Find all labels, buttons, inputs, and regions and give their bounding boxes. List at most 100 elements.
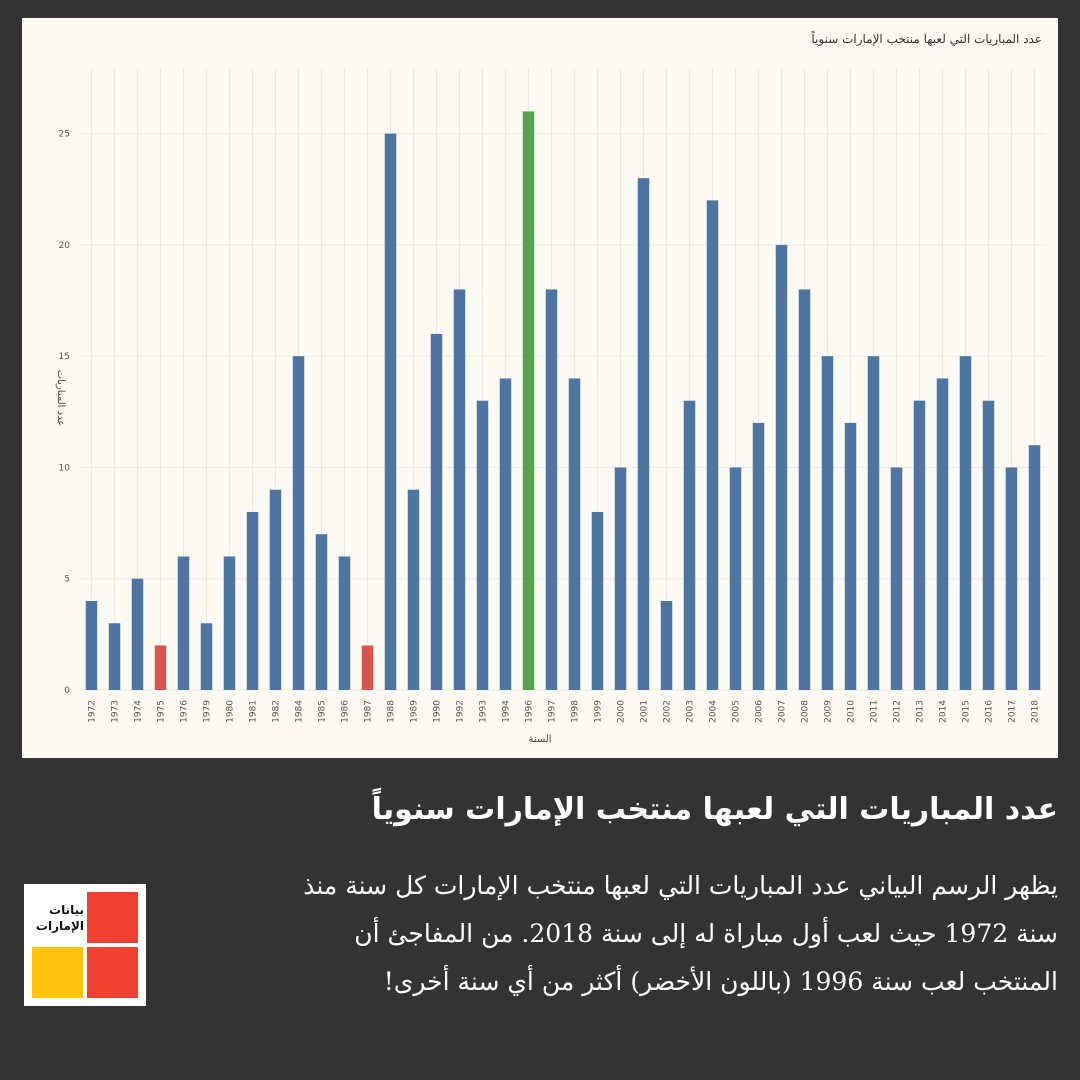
x-tick-label: 1972 (88, 700, 98, 723)
x-tick-label: 2018 (1031, 700, 1041, 723)
x-tick-label: 1981 (249, 700, 259, 723)
x-tick-label: 1993 (479, 700, 489, 723)
y-tick-label: 15 (59, 352, 70, 362)
x-tick-label: 2010 (847, 700, 857, 723)
bar-1979 (200, 623, 213, 690)
bar-1976 (177, 556, 190, 690)
bar-2004 (706, 200, 719, 690)
x-tick-label: 1974 (134, 700, 144, 723)
bar-1988 (384, 133, 397, 690)
x-tick-label: 2012 (893, 700, 903, 723)
x-tick-label: 1992 (456, 700, 466, 723)
x-tick-label: 2003 (686, 700, 696, 723)
bar-2017 (1005, 467, 1018, 690)
x-tick-label: 2007 (778, 700, 788, 723)
bar-2000 (614, 467, 627, 690)
logo-square-bottom-right (87, 947, 138, 998)
x-tick-label: 1994 (502, 700, 512, 723)
bar-1985 (315, 534, 328, 690)
bar-1973 (108, 623, 121, 690)
x-tick-label: 1997 (548, 700, 558, 723)
x-tick-label: 2017 (1008, 700, 1018, 723)
x-tick-label: 1979 (203, 700, 213, 723)
chart-title: عدد المباريات التي لعبها منتخب الإمارات … (811, 32, 1042, 46)
bar-2013 (913, 400, 926, 690)
x-tick-label: 2006 (755, 700, 765, 723)
bar-1984 (292, 356, 305, 690)
x-tick-label: 2009 (824, 700, 834, 723)
bar-1972 (85, 600, 98, 690)
bar-2009 (821, 356, 834, 690)
x-tick-label: 1996 (525, 700, 535, 723)
bar-1981 (246, 511, 259, 690)
x-tick-label: 2000 (617, 700, 627, 723)
bar-2003 (683, 400, 696, 690)
x-tick-label: 1982 (272, 700, 282, 723)
x-tick-label: 1998 (571, 700, 581, 723)
x-tick-label: 2008 (801, 700, 811, 723)
logo: بيانات الإمارات (24, 884, 146, 1006)
logo-square-top-right (87, 892, 138, 943)
bar-1989 (407, 489, 420, 690)
x-tick-label: 2004 (709, 700, 719, 723)
bar-2002 (660, 600, 673, 690)
y-tick-label: 25 (59, 130, 70, 140)
x-tick-label: 2005 (732, 700, 742, 723)
bar-1975 (154, 645, 167, 690)
x-tick-label: 1987 (364, 700, 374, 723)
bar-2012 (890, 467, 903, 690)
x-tick-label: 1989 (410, 700, 420, 723)
y-tick-label: 0 (64, 686, 70, 696)
y-axis-label: عدد المباريات (54, 369, 66, 427)
bar-2014 (936, 378, 949, 690)
x-axis-label: السنة (528, 734, 552, 745)
bar-1990 (430, 333, 443, 690)
bar-1997 (545, 289, 558, 690)
bar-1994 (499, 378, 512, 690)
bar-1974 (131, 578, 144, 690)
bar-chart: 0 5 10 15 20 25 1972 1973 1974 1975 1976 1979 1980 19… (59, 68, 1046, 723)
bar-1998 (568, 378, 581, 690)
logo-wordmark: بيانات الإمارات (35, 903, 84, 933)
x-tick-label: 2011 (870, 700, 880, 723)
bar-1980 (223, 556, 236, 690)
y-tick-label: 5 (64, 575, 70, 585)
bar-1993 (476, 400, 489, 690)
x-tick-label: 1973 (111, 700, 121, 723)
bar-2001 (637, 178, 650, 691)
x-tick-label: 1990 (433, 700, 443, 723)
chart-panel: 0 5 10 15 20 25 1972 1973 1974 1975 1976 1979 1980 19… (22, 18, 1058, 758)
x-tick-label: 2013 (916, 700, 926, 723)
bar-2011 (867, 356, 880, 690)
x-tick-label: 1988 (387, 700, 397, 723)
x-tick-label: 1986 (341, 700, 351, 723)
bar-1996 (522, 111, 535, 690)
bar-1999 (591, 511, 604, 690)
x-tick-label: 1984 (295, 700, 305, 723)
logo-square-bottom-left (32, 947, 83, 998)
x-tick-label: 1975 (157, 700, 167, 723)
y-tick-label: 10 (59, 463, 71, 473)
y-tick-label: 20 (59, 241, 71, 251)
bar-2018 (1028, 445, 1041, 690)
bar-2008 (798, 289, 811, 690)
x-tick-label: 1976 (180, 700, 190, 723)
x-tick-label: 2015 (962, 700, 972, 723)
x-tick-label: 1999 (594, 700, 604, 723)
bar-1986 (338, 556, 351, 690)
bar-1987 (361, 645, 374, 690)
bar-1992 (453, 289, 466, 690)
x-tick-label: 2001 (640, 700, 650, 723)
bar-2007 (775, 244, 788, 690)
bar-2006 (752, 422, 765, 690)
bar-2010 (844, 422, 857, 690)
x-tick-label: 2002 (663, 700, 673, 723)
x-tick-label: 1980 (226, 700, 236, 723)
bar-2005 (729, 467, 742, 690)
x-tick-label: 1985 (318, 700, 328, 723)
x-tick-label: 2016 (985, 700, 995, 723)
x-tick-label: 2014 (939, 700, 949, 723)
bar-1982 (269, 489, 282, 690)
bar-2015 (959, 356, 972, 690)
bar-2016 (982, 400, 995, 690)
